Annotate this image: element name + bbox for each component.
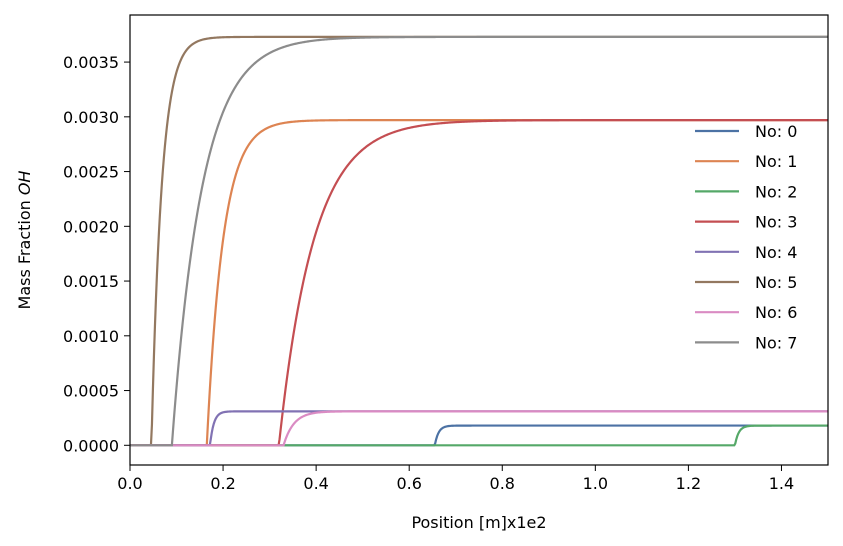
y-tick-label: 0.0015 xyxy=(63,272,119,291)
series-line-2 xyxy=(130,424,828,447)
legend-label: No: 4 xyxy=(755,243,797,262)
legend-label: No: 5 xyxy=(755,273,797,292)
y-tick-label: 0.0035 xyxy=(63,53,119,72)
x-tick-label: 0.4 xyxy=(303,474,328,493)
series-line-5 xyxy=(130,35,828,447)
y-axis-label: Mass Fraction OH xyxy=(15,171,34,310)
x-axis: 0.0 0.2 0.4 0.6 0.8 1.0 1.2 1.4 xyxy=(117,465,794,493)
plot-frame xyxy=(129,14,829,466)
series-line-7 xyxy=(130,35,828,447)
legend-label: No: 7 xyxy=(755,333,797,352)
series-line-6 xyxy=(130,410,828,447)
legend-label: No: 1 xyxy=(755,152,797,171)
x-tick-label: 1.2 xyxy=(676,474,701,493)
y-axis-label-prefix: Mass Fraction xyxy=(15,195,34,309)
y-axis: 0.0000 0.0005 0.0010 0.0015 0.0020 0.0025 0.00… xyxy=(63,53,130,455)
x-tick-label: 1.4 xyxy=(769,474,794,493)
x-tick-label: 0.8 xyxy=(490,474,515,493)
x-tick-label: 0.6 xyxy=(396,474,421,493)
legend-label: No: 2 xyxy=(755,182,797,201)
x-tick-label: 0.0 xyxy=(117,474,142,493)
y-tick-label: 0.0025 xyxy=(63,163,119,182)
legend-label: No: 3 xyxy=(755,213,797,232)
legend-label: No: 6 xyxy=(755,303,797,322)
x-tick-label: 1.0 xyxy=(583,474,608,493)
y-axis-label-species: OH xyxy=(15,171,34,196)
x-tick-label: 0.2 xyxy=(210,474,235,493)
y-tick-label: 0.0000 xyxy=(63,436,119,455)
y-tick-label: 0.0030 xyxy=(63,108,119,127)
legend-label: No: 0 xyxy=(755,122,797,141)
legend: No: 0 No: 1 No: 2 No: 3 No: 4 No: 5 No: 6 No: 7 xyxy=(695,122,797,352)
series-layer xyxy=(130,35,828,447)
series-line-0 xyxy=(130,424,828,447)
y-tick-label: 0.0020 xyxy=(63,217,119,236)
y-tick-label: 0.0010 xyxy=(63,327,119,346)
series-line-4 xyxy=(130,410,828,447)
y-tick-label: 0.0005 xyxy=(63,382,119,401)
x-axis-label: Position [m]x1e2 xyxy=(411,513,546,532)
